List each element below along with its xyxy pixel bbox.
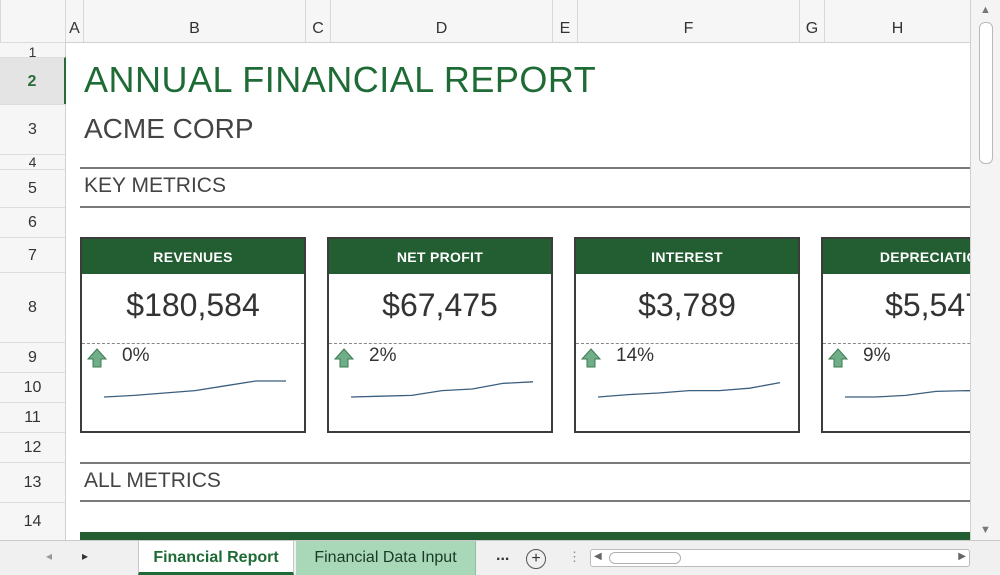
column-header-a[interactable]: A [65,0,83,42]
row-header-5[interactable]: 5 [0,169,65,207]
column-header-f[interactable]: F [577,0,799,42]
card-change: 9% [863,345,891,366]
scroll-up-arrow-icon[interactable]: ▲ [980,4,991,16]
sparkline [350,381,534,398]
vertical-scrollbar[interactable]: ▲ ▼ [970,0,1000,540]
metric-card-depreciation[interactable]: DEPRECIATION $5,547 9% [821,237,970,433]
row-header-2[interactable]: 2 [0,57,66,104]
column-header-d[interactable]: D [330,0,552,42]
row-header-3[interactable]: 3 [0,104,65,154]
tab-nav-prev-icon[interactable]: ◂ [46,549,53,563]
key-metrics-heading: KEY METRICS [84,174,226,197]
tab-financial-data-input[interactable]: Financial Data Input [296,541,476,575]
card-value: $5,547 [885,287,970,323]
row-header-8[interactable]: 8 [0,272,65,342]
more-sheets-button[interactable]: ... [496,547,510,564]
row-header-13[interactable]: 13 [0,462,65,502]
card-change: 0% [122,345,150,366]
metric-card-revenues[interactable]: REVENUES $180,584 0% [80,237,306,433]
sheet-tab-bar: ◂ ▸ Financial Report Financial Data Inpu… [0,540,1000,575]
company-name: ACME CORP [84,113,254,144]
divider-line [80,462,970,464]
card-title: INTEREST [576,239,798,274]
divider-line [80,167,970,169]
up-arrow-icon [580,348,602,368]
up-arrow-icon [333,348,355,368]
tab-financial-report[interactable]: Financial Report [138,541,294,575]
splitter-handle-icon[interactable]: ⋮ [568,549,581,564]
scroll-thumb[interactable] [609,552,681,564]
card-value: $180,584 [126,287,260,323]
card-title: REVENUES [82,239,304,274]
tab-nav-next-icon[interactable]: ▸ [82,549,89,563]
sparkline [845,389,970,398]
report-title: ANNUAL FINANCIAL REPORT [84,59,597,100]
card-value: $3,789 [638,287,736,323]
table-header-bar [80,532,970,540]
column-header-g[interactable]: G [799,0,824,42]
row-header-9[interactable]: 9 [0,342,65,372]
card-divider [576,343,798,344]
row-header-1[interactable]: 1 [0,42,65,60]
scroll-down-arrow-icon[interactable]: ▼ [980,524,991,536]
row-header-4[interactable]: 4 [0,154,65,170]
column-header-h[interactable]: H [824,0,970,42]
all-metrics-heading: ALL METRICS [84,469,221,492]
divider-line [80,206,970,208]
select-all-corner[interactable] [0,0,65,42]
row-header-6[interactable]: 6 [0,207,65,237]
sparkline [103,380,286,398]
card-divider [329,343,551,344]
row-header-14[interactable]: 14 [0,502,65,540]
card-title: NET PROFIT [329,239,551,274]
column-header-e[interactable]: E [552,0,577,42]
column-header-b[interactable]: B [83,0,305,42]
horizontal-scrollbar[interactable]: ◀ ▶ [590,549,970,567]
scroll-left-arrow-icon[interactable]: ◀ [594,551,602,562]
scroll-right-arrow-icon[interactable]: ▶ [958,551,966,562]
column-header-bar: A B C D E F G H [0,0,970,43]
sparkline [597,381,781,398]
metric-card-interest[interactable]: INTEREST $3,789 14% [574,237,800,433]
row-header-10[interactable]: 10 [0,372,65,402]
up-arrow-icon [827,348,849,368]
row-header-bar: 1 2 3 4 5 6 7 8 9 10 11 12 13 14 [0,42,66,540]
metric-card-net-profit[interactable]: NET PROFIT $67,475 2% [327,237,553,433]
card-change: 2% [369,345,397,366]
card-value: $67,475 [382,287,498,323]
scroll-thumb[interactable] [979,22,993,164]
row-header-7[interactable]: 7 [0,237,65,272]
row-header-12[interactable]: 12 [0,432,65,462]
row-header-11[interactable]: 11 [0,402,65,432]
up-arrow-icon [86,348,108,368]
divider-line [80,500,970,502]
column-header-c[interactable]: C [305,0,330,42]
card-divider [82,343,304,344]
sheet-grid[interactable]: ANNUAL FINANCIAL REPORT ACME CORP KEY ME… [66,43,970,540]
card-title: DEPRECIATION [823,239,970,274]
card-change: 14% [616,345,655,366]
card-divider [823,343,970,344]
plus-circle-icon[interactable]: + [526,549,546,569]
